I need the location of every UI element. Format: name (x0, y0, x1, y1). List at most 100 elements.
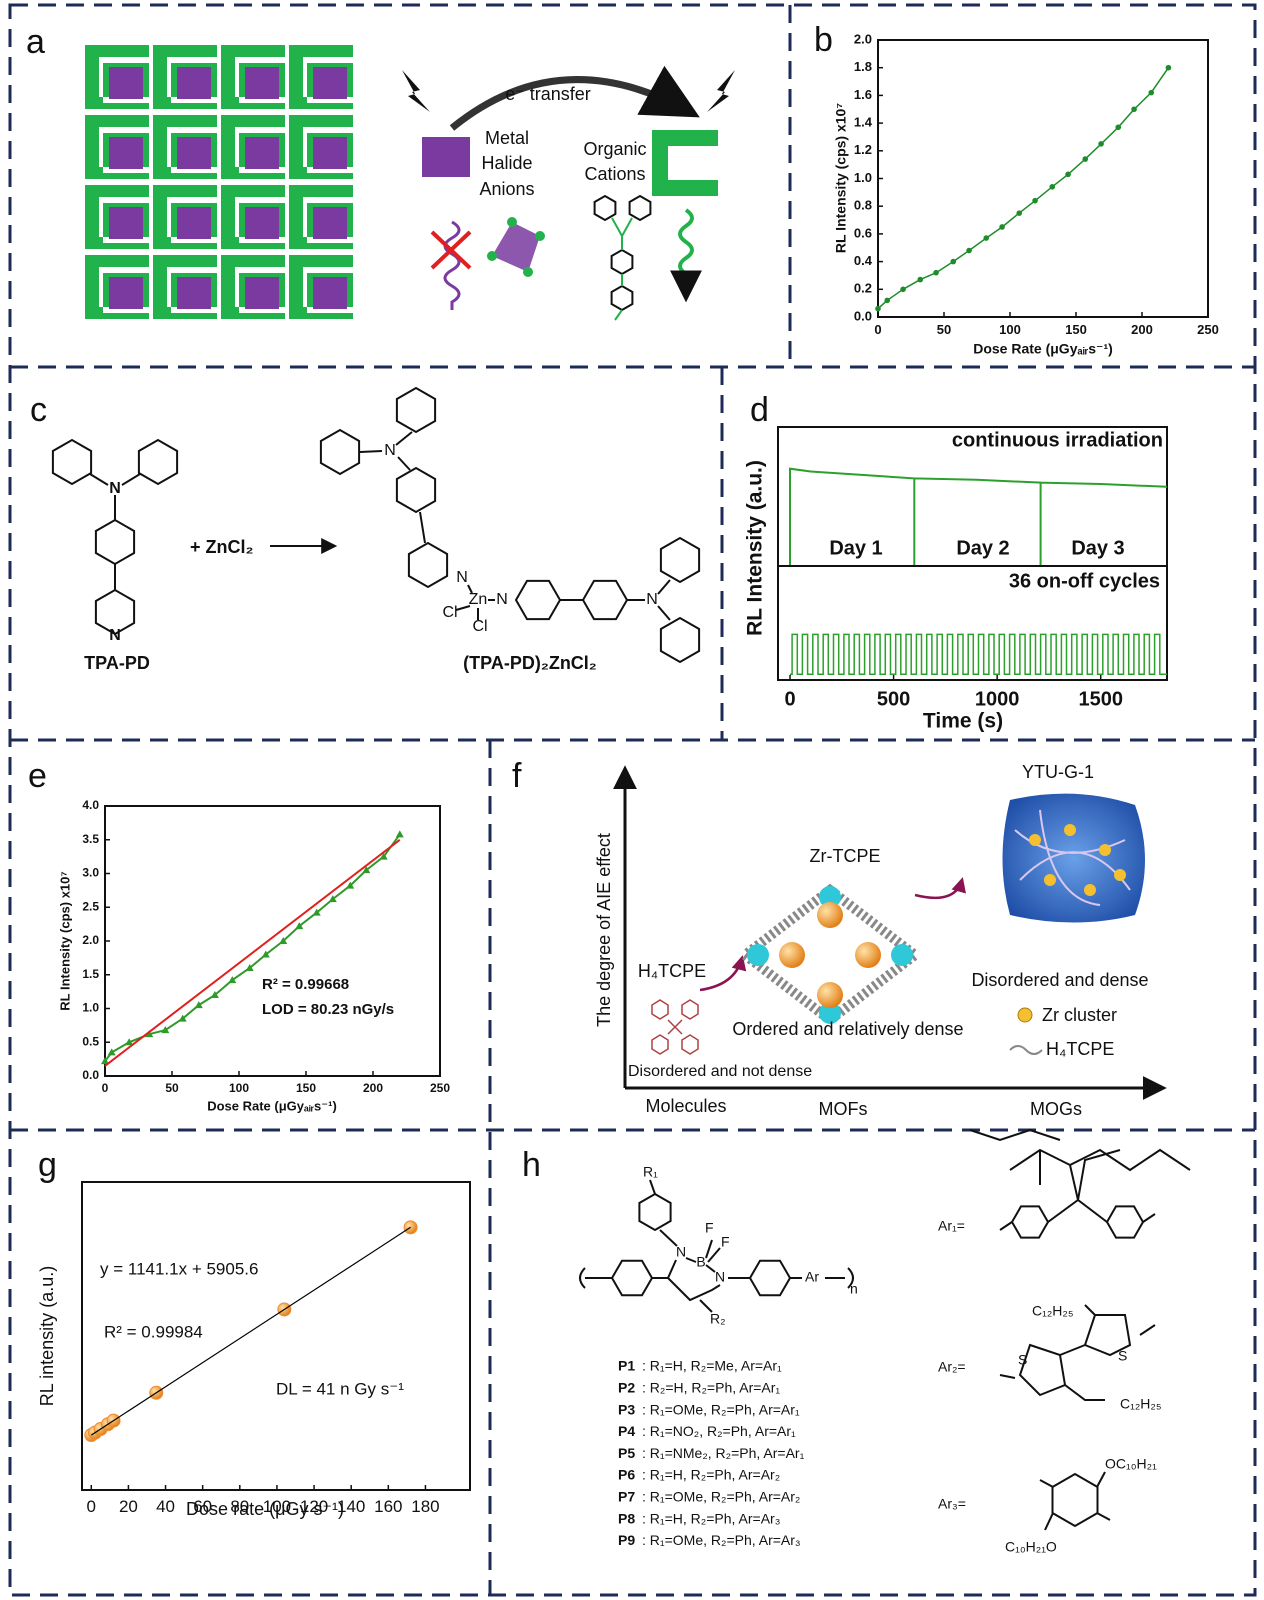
marker (145, 1030, 154, 1038)
reagent-label: + ZnCl₂ (190, 537, 254, 557)
polymer-desc: : R₁=OMe, R₂=Ph, Ar=Ar₃ (642, 1532, 801, 1548)
lattice-anion (177, 67, 211, 99)
annotation: Day 1 (829, 537, 882, 559)
ring (51, 438, 93, 486)
transfer-scheme (402, 65, 735, 310)
substituent: C₁₀H₂₁O (1005, 1539, 1057, 1555)
line (877, 67, 1170, 310)
line (104, 833, 401, 1062)
ring (610, 284, 634, 312)
y-axis-label: RL intensity (a.u.) (37, 1266, 57, 1406)
plot-frame (81, 1181, 471, 1491)
aie-scheme (613, 765, 1167, 1100)
legend-entry: Zr cluster (1042, 1005, 1117, 1025)
mof-label: Zr-TCPE (810, 846, 881, 866)
marker (1032, 197, 1038, 204)
bond (359, 450, 383, 453)
cation-label: Organic (583, 139, 646, 159)
polymer-desc: : R₁=H, R₂=Me, Ar=Ar₁ (642, 1358, 782, 1374)
bond (657, 605, 671, 621)
chart: 0 50 100 150 200 250 0.0 0.2 0.4 0.6 0.8 1.0 1.2 1.4 1… (833, 31, 1219, 356)
marker (917, 276, 924, 283)
ring (652, 1239, 750, 1313)
atom: B (696, 1254, 705, 1270)
polymer-id: P8 (618, 1510, 635, 1526)
lattice-anion (109, 277, 143, 309)
ring (593, 194, 617, 222)
bond (89, 473, 109, 486)
x-tick-label: 140 (337, 1497, 365, 1516)
marker (312, 908, 321, 916)
x-tick-label: 20 (119, 1497, 138, 1516)
annotation: R² = 0.99984 (104, 1322, 203, 1341)
legend-entry: H₄TCPE (1046, 1039, 1114, 1059)
atom: N (109, 627, 121, 644)
ring (94, 518, 136, 566)
ring (514, 579, 562, 621)
marker (966, 247, 972, 254)
bond (455, 605, 471, 611)
polymer-desc: : R₁=NMe₂, R₂=Ph, Ar=Ar₁ (642, 1445, 805, 1461)
y-tick-label: 1.5 (82, 967, 99, 981)
polymer-desc: : R₁=H, R₂=Ph, Ar=Ar₂ (642, 1467, 780, 1483)
mof-note: Ordered and relatively dense (732, 1019, 963, 1039)
transfer-label: e⁻ transfer (505, 84, 591, 104)
y-tick-label: 0.6 (854, 225, 872, 240)
polymer-id: P2 (618, 1380, 635, 1396)
lattice-anion (177, 277, 211, 309)
marker (261, 950, 270, 958)
y-tick-label: 1.0 (854, 170, 872, 185)
ring (407, 541, 449, 589)
line (104, 839, 401, 1067)
marker (279, 937, 288, 944)
y-tick-label: 1.0 (82, 1001, 99, 1015)
atom: N (496, 591, 508, 608)
ring (1105, 1205, 1145, 1239)
ar-label: Ar₁= (938, 1218, 965, 1234)
x-category: MOGs (1030, 1099, 1082, 1119)
lattice-anion (313, 137, 347, 169)
polymer-desc: : R₁=OMe, R₂=Ph, Ar=Ar₁ (642, 1401, 800, 1417)
marker (884, 297, 891, 304)
y-tick-label: 2.5 (82, 899, 99, 913)
atom: N (676, 1244, 686, 1260)
x-tick-label: 250 (1197, 322, 1219, 337)
x-tick-label: 120 (300, 1497, 328, 1516)
atom: N (456, 569, 468, 586)
marker (295, 922, 304, 930)
atom: R₁ (643, 1164, 658, 1180)
bond (614, 309, 623, 321)
bond (611, 217, 623, 237)
anion-label: Metal (485, 128, 529, 148)
marker (362, 866, 371, 874)
polymer-id: P9 (618, 1532, 635, 1548)
marker (395, 830, 404, 838)
x-tick-label: 0 (87, 1497, 96, 1516)
marker (1082, 156, 1089, 162)
marker (1016, 210, 1023, 216)
product-label: (TPA-PD)₂ZnCl₂ (463, 653, 597, 673)
polymer-id: P6 (618, 1467, 635, 1483)
ring (395, 386, 437, 434)
atom: R₂ (710, 1311, 726, 1327)
ring (1039, 1471, 1111, 1531)
annotation: Day 3 (1071, 537, 1124, 559)
bond (467, 584, 473, 594)
marker (178, 1014, 187, 1022)
ring (659, 616, 701, 664)
chart: 0 20 40 60 80 100 120 140 160 180 Dose rate (μGy s… (37, 1181, 471, 1519)
ring (610, 248, 634, 276)
x-axis-label: Time (s) (923, 710, 1003, 733)
y-tick-label: 1.6 (854, 87, 872, 102)
substituent: C₁₂H₂₅ (1120, 1396, 1161, 1412)
marker (194, 1001, 203, 1009)
ring (659, 536, 701, 584)
x-tick-label: 200 (363, 1081, 383, 1095)
marker (1098, 141, 1104, 147)
panel-label: g (38, 1146, 57, 1184)
polymer-id: P4 (618, 1423, 635, 1439)
panel-label: f (512, 757, 522, 795)
atom: N (109, 480, 121, 497)
marker (101, 1057, 109, 1065)
